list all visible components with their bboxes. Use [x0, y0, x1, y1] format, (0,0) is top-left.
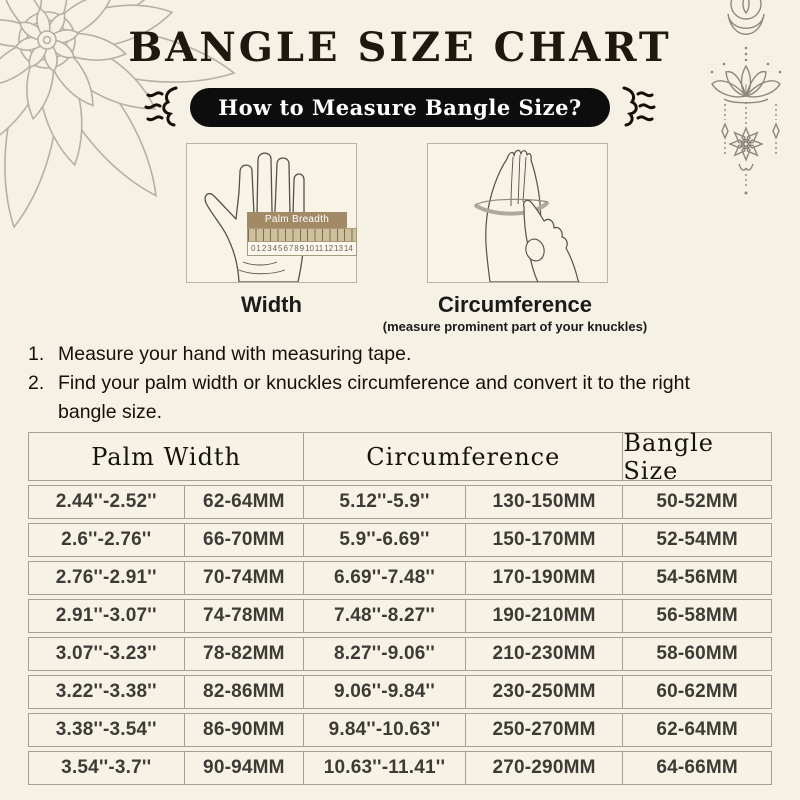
ruler-number: 10	[305, 244, 314, 253]
ruler-number: 4	[272, 244, 278, 253]
table-cell-palm-width-mm: 86-90MM	[183, 714, 304, 746]
table-cell-circumference-mm: 230-250MM	[464, 676, 623, 708]
page-title: BANGLE SIZE CHART	[128, 24, 672, 71]
table-cell-palm-width-in: 3.07''-3.23''	[55, 643, 157, 664]
table-row: 2.91''-3.07'' 74-78MM 7.48''-8.27'' 190-…	[28, 599, 772, 633]
table-header-row: Palm Width Circumference Bangle Size	[28, 429, 772, 485]
table-cell-palm-width-mm: 82-86MM	[183, 676, 304, 708]
table-cell-palm-width-mm: 74-78MM	[183, 600, 304, 632]
table-cell-circumference-mm: 150-170MM	[464, 524, 623, 556]
table-row: 2.44''-2.52'' 62-64MM 5.12''-5.9'' 130-1…	[28, 485, 772, 519]
instruction-step-2: 2. Find your palm width or knuckles circ…	[28, 369, 772, 427]
table-cell-circumference-mm: 250-270MM	[464, 714, 623, 746]
ruler-number: 8	[294, 244, 299, 253]
circumference-illustration	[427, 143, 608, 283]
circumference-caption-block: Circumference (measure prominent part of…	[360, 292, 670, 334]
table-cell-palm-width-in: 3.38''-3.54''	[55, 719, 157, 740]
table-cell-circumference-in: 10.63''-11.41''	[303, 752, 465, 784]
step-number: 1.	[28, 343, 45, 365]
table-cell-bangle-size: 64-66MM	[622, 752, 771, 784]
ruler-number: 2	[261, 244, 267, 253]
table-cell-bangle-size: 50-52MM	[622, 486, 771, 518]
ruler-number: 1	[256, 244, 261, 253]
table-cell-palm-width-in: 2.91''-3.07''	[55, 605, 157, 626]
table-cell-circumference-in: 9.06''-9.84''	[303, 676, 465, 708]
ruler-number: 11	[314, 244, 324, 253]
ruler-number: 0	[251, 244, 256, 253]
table-cell-bangle-size: 60-62MM	[622, 676, 771, 708]
ruler-number: 7	[288, 244, 294, 253]
table-cell-palm-width-in: 2.44''-2.52''	[55, 491, 157, 512]
ruler-number: 5	[278, 244, 283, 253]
measuring-tape-ticks	[247, 228, 357, 242]
step-number: 2.	[28, 372, 45, 394]
table-cell-circumference-mm: 130-150MM	[464, 486, 623, 518]
instruction-step-1: 1. Measure your hand with measuring tape…	[28, 340, 772, 369]
table-cell-circumference-in: 9.84''-10.63''	[303, 714, 465, 746]
table-row: 3.22''-3.38'' 82-86MM 9.06''-9.84'' 230-…	[28, 675, 772, 709]
table-row: 2.6''-2.76'' 66-70MM 5.9''-6.69'' 150-17…	[28, 523, 772, 557]
table-cell-palm-width-mm: 90-94MM	[183, 752, 304, 784]
table-cell-bangle-size: 56-58MM	[622, 600, 771, 632]
table-row: 3.54''-3.7'' 90-94MM 10.63''-11.41'' 270…	[28, 751, 772, 785]
table-row: 2.76''-2.91'' 70-74MM 6.69''-7.48'' 170-…	[28, 561, 772, 595]
table-cell-palm-width-in: 3.54''-3.7''	[61, 757, 152, 778]
palm-width-illustration: Palm Breadth 0 1 2 3 4 5 6 7 8 9 10 11 12 13 14	[186, 143, 357, 283]
table-cell-bangle-size: 54-56MM	[622, 562, 771, 594]
ruler-number: 3	[267, 244, 272, 253]
ruler-number: 6	[283, 244, 288, 253]
table-cell-palm-width-in: 2.76''-2.91''	[55, 567, 157, 588]
instructions: 1. Measure your hand with measuring tape…	[28, 340, 772, 427]
table-cell-palm-width-mm: 78-82MM	[183, 638, 304, 670]
badge: How to Measure Bangle Size?	[190, 87, 610, 127]
table-cell-circumference-mm: 210-230MM	[464, 638, 623, 670]
table-cell-palm-width-in: 3.22''-3.38''	[55, 681, 157, 702]
table-cell-bangle-size: 52-54MM	[622, 524, 771, 556]
table-cell-circumference-mm: 170-190MM	[464, 562, 623, 594]
circumference-note: (measure prominent part of your knuckles…	[382, 319, 648, 334]
table-cell-circumference-in: 8.27''-9.06''	[303, 638, 465, 670]
flourish-right-icon	[622, 86, 656, 127]
table-cell-circumference-in: 5.12''-5.9''	[303, 486, 465, 518]
header-circumference: Circumference	[303, 433, 622, 480]
badge-row: How to Measure Bangle Size?	[0, 84, 800, 130]
ruler-numbers: 0 1 2 3 4 5 6 7 8 9 10 11 12 13 14	[247, 242, 357, 256]
size-table-rows: 2.44''-2.52'' 62-64MM 5.12''-5.9'' 130-1…	[28, 485, 772, 785]
table-cell-circumference-in: 7.48''-8.27''	[303, 600, 465, 632]
table-cell-palm-width-mm: 66-70MM	[183, 524, 304, 556]
width-caption: Width	[241, 292, 302, 317]
circumference-caption: Circumference	[437, 292, 593, 317]
table-cell-palm-width-in: 2.6''-2.76''	[61, 529, 152, 550]
flourish-left-icon	[144, 86, 178, 127]
ruler-number: 12	[324, 244, 334, 253]
ruler-number: 14	[343, 244, 353, 253]
table-cell-palm-width-mm: 70-74MM	[183, 562, 304, 594]
palm-breadth-tag: Palm Breadth	[247, 212, 347, 228]
table-cell-circumference-mm: 190-210MM	[464, 600, 623, 632]
ruler-number: 13	[334, 244, 343, 253]
table-row: 3.07''-3.23'' 78-82MM 8.27''-9.06'' 210-…	[28, 637, 772, 671]
table-cell-circumference-in: 6.69''-7.48''	[303, 562, 465, 594]
table-cell-palm-width-mm: 62-64MM	[183, 486, 304, 518]
size-table: Palm Width Circumference Bangle Size 2.4…	[28, 429, 772, 789]
table-cell-bangle-size: 62-64MM	[622, 714, 771, 746]
header-palm-width: Palm Width	[91, 442, 242, 471]
pinched-hand-icon	[473, 149, 580, 282]
table-cell-bangle-size: 58-60MM	[622, 638, 771, 670]
table-cell-circumference-mm: 270-290MM	[464, 752, 623, 784]
ruler-number: 9	[299, 244, 305, 253]
table-cell-circumference-in: 5.9''-6.69''	[303, 524, 465, 556]
step-text: Find your palm width or knuckles circumf…	[58, 372, 690, 423]
header-bangle-size: Bangle Size	[622, 429, 771, 485]
table-row: 3.38''-3.54'' 86-90MM 9.84''-10.63'' 250…	[28, 713, 772, 747]
step-text: Measure your hand with measuring tape.	[58, 343, 412, 365]
